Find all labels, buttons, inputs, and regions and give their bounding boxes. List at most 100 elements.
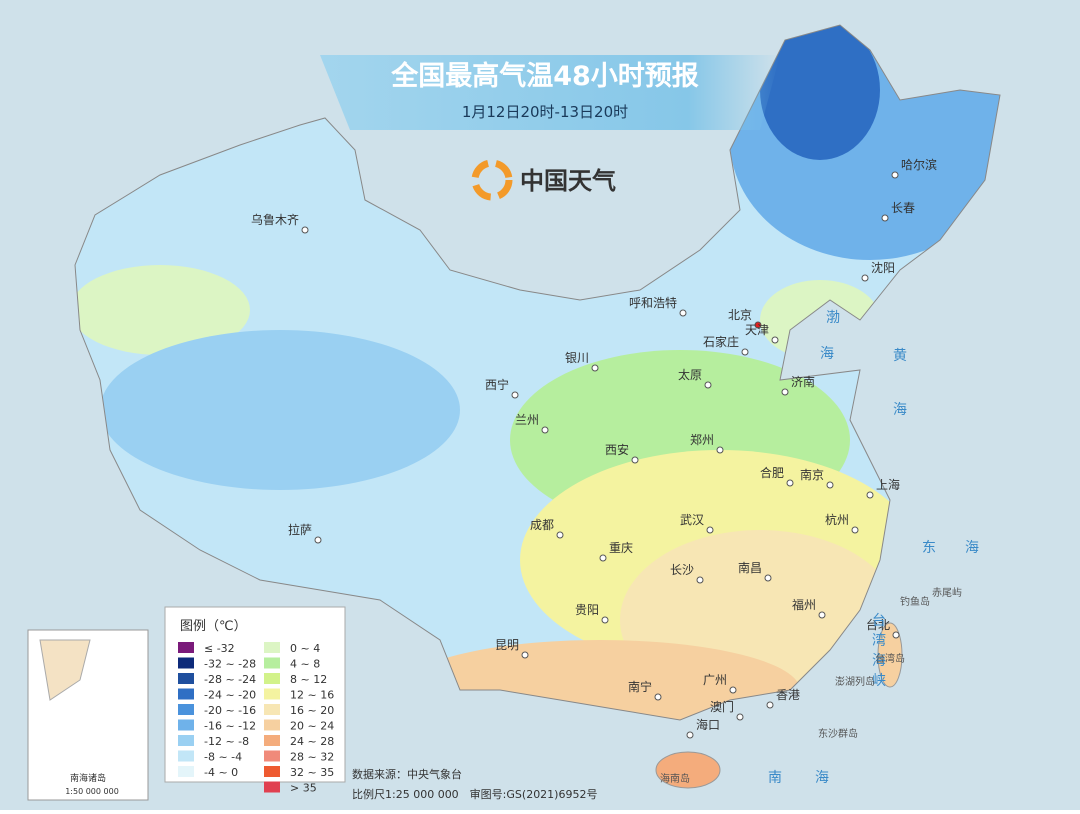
city-label: 广州 [703,673,727,687]
city-label: 兰州 [515,413,539,427]
city-label: 济南 [791,374,815,389]
city-dot [704,381,712,389]
legend-label: 20 ~ 24 [290,720,334,733]
legend-box [164,606,346,783]
sea-label: 海 [893,402,907,418]
city-dot [866,491,874,499]
legend-label: 32 ~ 35 [290,766,334,779]
legend-swatch [264,750,280,762]
city-label: 澳门 [710,699,734,714]
taiwan [877,622,903,688]
legend-swatch [178,766,194,777]
legend-swatch [178,642,194,653]
title: 全国最高气温48小时预报 [390,60,699,92]
sea-label: 南 [768,770,782,786]
city-label: 哈尔滨 [901,157,937,172]
city-dot [556,531,564,539]
title-band [320,55,780,130]
city-dot [706,526,714,534]
city-dot [521,651,529,659]
island-label: 钓鱼岛 [900,595,930,608]
island-label: 澎湖列岛 [835,675,875,688]
city-dot [729,686,737,694]
island-label: 台湾岛 [875,652,905,665]
city-label: 南昌 [738,560,762,575]
legend-label: -12 ~ -8 [204,735,249,748]
hainan [655,751,721,789]
sea-label: 峡 [872,673,886,689]
city-label: 拉萨 [288,522,312,537]
island-label: 赤尾屿 [932,587,962,599]
legend-label: -8 ~ -4 [204,751,242,764]
city-dot [741,348,749,356]
legend-swatch [264,642,280,653]
inset-land [39,639,91,701]
city-label: 西宁 [485,377,509,392]
legend-label: -24 ~ -20 [204,689,256,702]
city-label: 长春 [891,201,915,215]
city-label: 福州 [792,597,816,612]
sea-label: 湾 [872,632,886,649]
city-label: 昆明 [495,638,519,652]
legend-label: -28 ~ -24 [204,673,256,686]
legend-label: -20 ~ -16 [204,704,256,717]
city-label: 杭州 [825,512,849,527]
legend-swatch [264,673,280,684]
sea-label: 海 [872,653,886,669]
legend-swatch [178,657,194,669]
city-dot [301,226,309,234]
city-dot [881,214,889,222]
city-label: 北京 [728,308,752,322]
city-dot [716,446,724,454]
legend-label: ≤ -32 [204,642,235,655]
city-label: 银川 [565,351,589,365]
scale: 比例尺1:25 000 000 审图号:GS(2021)6952号 [352,787,597,801]
legend-swatch [178,750,194,762]
city-dot [599,554,607,562]
legend-label: 24 ~ 28 [290,735,334,748]
city-label: 沈阳 [871,260,895,275]
city-dot [861,274,869,282]
sea-label: 海 [965,540,979,556]
legend-label: 12 ~ 16 [290,689,334,702]
city-dot [891,171,899,179]
city-label: 武汉 [680,513,704,527]
city-label: 重庆 [609,541,633,555]
city-dot [736,713,744,721]
city-dot [781,388,789,396]
city-dot [679,309,687,317]
legend-title: 图例（℃） [180,619,247,634]
legend-label: 28 ~ 32 [290,751,334,764]
inset-title: 南海诸岛 [70,772,106,784]
legend-label: > 35 [290,782,317,795]
sea-label: 台 [872,613,886,629]
city-dot [826,481,834,489]
city-dot [818,611,826,619]
legend-swatch [178,673,194,684]
city-dot [591,364,599,372]
city-label: 成都 [530,518,554,532]
subtitle: 1月12日20时-13日20时 [462,103,628,121]
island-label: 海南岛 [660,772,690,785]
legend-swatch [178,688,194,700]
city-dot [511,391,519,399]
city-label: 呼和浩特 [629,295,677,310]
legend-swatch [264,688,280,700]
legend-swatch [178,704,194,715]
sea-label: 渤 [826,310,840,326]
brand: 中国天气 [520,167,616,195]
city-label: 上海 [876,477,900,492]
legend-swatch [178,735,194,746]
city-label: 贵阳 [575,603,599,617]
sea-label: 海 [815,770,829,786]
sea-label: 海 [820,346,834,362]
city-label: 西安 [605,442,629,457]
legend-swatch [264,781,280,793]
city-dot [654,693,662,701]
city-label: 海口 [696,717,720,732]
city-dot [696,576,704,584]
city-dot [754,321,762,329]
city-dot [631,456,639,464]
city-label: 长沙 [670,563,694,577]
